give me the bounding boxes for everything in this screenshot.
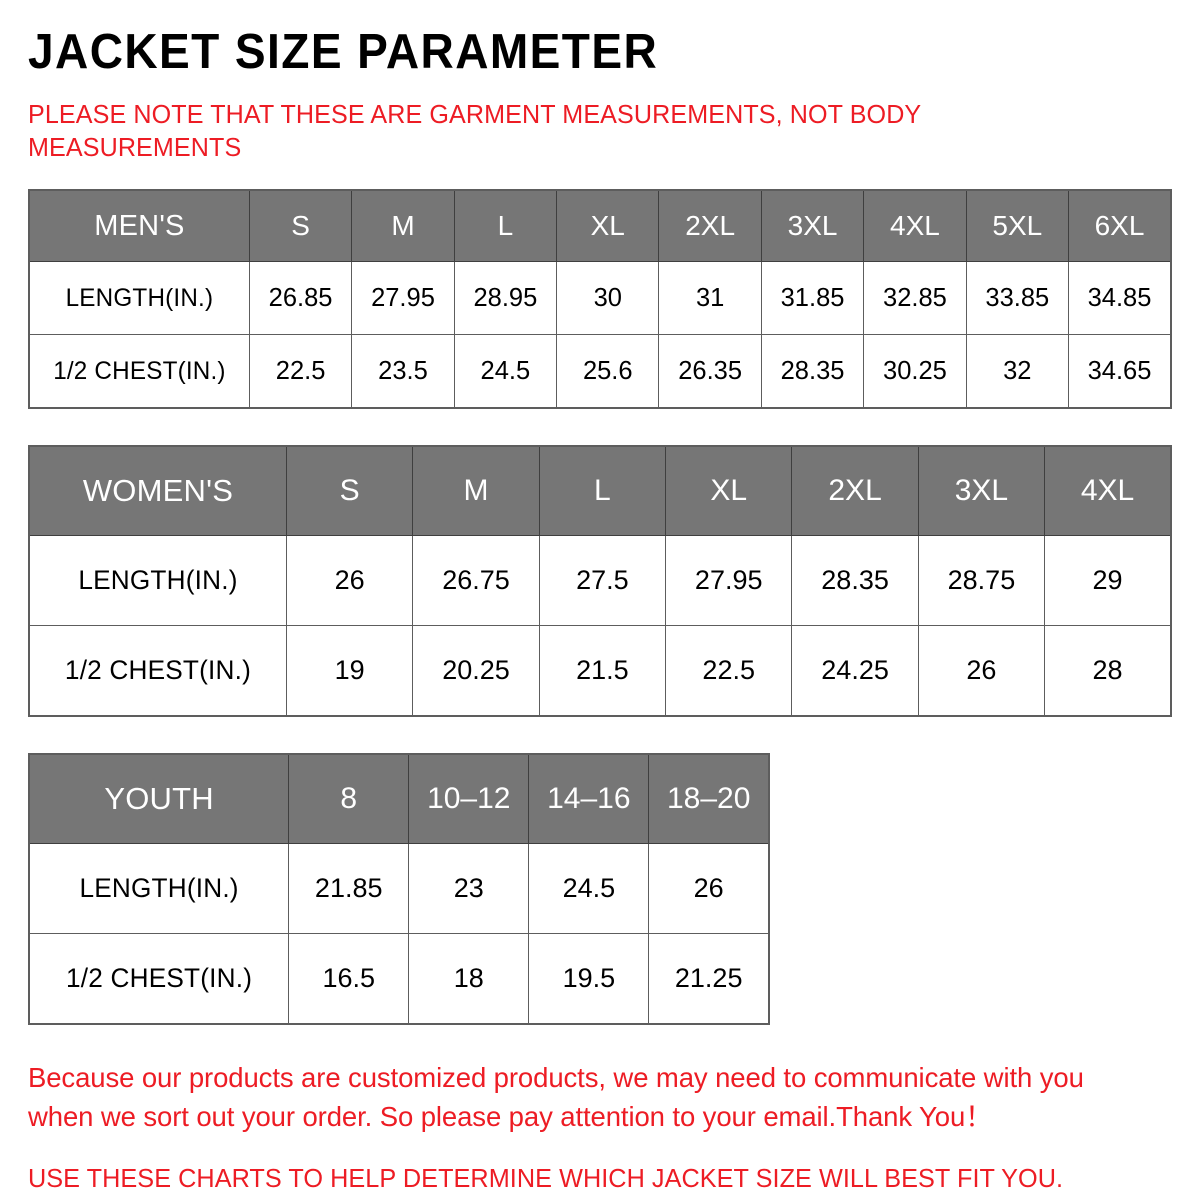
- womens-measure-value: 26: [917, 625, 1046, 717]
- womens-measure-value: 29: [1044, 535, 1172, 627]
- youth-measure-value: 19.5: [528, 933, 650, 1025]
- womens-measure-value: 22.5: [665, 625, 793, 717]
- garment-measurement-note: PLEASE NOTE THAT THESE ARE GARMENT MEASU…: [28, 101, 921, 162]
- womens-size-table: WOMEN'S S M L XL 2XL 3XL 4XL LENGTH(IN.) 26 26.75…: [28, 445, 1172, 718]
- youth-table-head: YOUTH 8 10–12 14–16 18–20: [28, 753, 770, 845]
- mens-measure-value: 32.85: [863, 261, 967, 336]
- mens-measure-value: 28.35: [760, 334, 865, 409]
- mens-size-header-4: XL: [556, 189, 660, 263]
- mens-size-header-6: 3XL: [760, 189, 865, 263]
- youth-measure-label-2: 1/2 CHEST(IN.): [32, 933, 286, 1025]
- womens-measure-value: 28: [1044, 625, 1172, 717]
- mens-size-header-8: 5XL: [965, 189, 1070, 263]
- page-title: JACKET SIZE PARAMETER: [28, 25, 659, 79]
- womens-category-label: WOMEN'S: [28, 445, 287, 537]
- mens-measure-value: 30.25: [863, 334, 967, 409]
- youth-size-header-1: 8: [288, 753, 410, 845]
- table-row: 1/2 CHEST(IN.) 19 20.25 21.5 22.5 24.25 26 28: [29, 625, 1172, 717]
- mens-size-header-5: 2XL: [658, 189, 762, 263]
- youth-table-body: LENGTH(IN.) 21.85 23 24.5 26 1/2 CHEST(IN.) 16…: [29, 843, 770, 1025]
- table-row: LENGTH(IN.) 26.85 27.95 28.95 30 31 31.85 32.85…: [29, 261, 1172, 336]
- youth-measure-value: 21.85: [288, 843, 410, 935]
- womens-measure-value: 26: [285, 535, 414, 627]
- youth-size-table: YOUTH 8 10–12 14–16 18–20 LENGTH(IN.) 21.85 23…: [28, 753, 770, 1026]
- womens-measure-value: 19: [285, 625, 414, 717]
- womens-measure-value: 21.5: [538, 625, 667, 717]
- mens-size-header-7: 4XL: [863, 189, 967, 263]
- youth-measure-value: 21.25: [648, 933, 770, 1025]
- mens-table-head: MEN'S S M L XL 2XL 3XL 4XL 5XL 6XL: [28, 189, 1172, 263]
- womens-measure-label-2: 1/2 CHEST(IN.): [32, 625, 284, 717]
- mens-measure-value: 33.85: [965, 261, 1070, 336]
- womens-size-header-6: 3XL: [917, 445, 1046, 537]
- mens-measure-value: 28.95: [453, 261, 558, 336]
- mens-measure-value: 34.85: [1068, 261, 1172, 336]
- youth-measure-value: 18: [408, 933, 530, 1025]
- youth-measure-value: 16.5: [288, 933, 410, 1025]
- table-row: LENGTH(IN.) 21.85 23 24.5 26: [29, 843, 770, 935]
- table-row: 1/2 CHEST(IN.) 16.5 18 19.5 21.25: [29, 933, 770, 1025]
- mens-measure-value: 27.95: [351, 261, 455, 336]
- mens-size-header-1: S: [248, 189, 353, 263]
- youth-size-header-3: 14–16: [528, 753, 650, 845]
- mens-measure-value: 30: [556, 261, 660, 336]
- womens-size-header-3: L: [538, 445, 667, 537]
- customization-notice: Because our products are customized prod…: [28, 1062, 1084, 1133]
- womens-size-header-1: S: [285, 445, 414, 537]
- youth-measure-value: 23: [408, 843, 530, 935]
- womens-size-header-7: 4XL: [1044, 445, 1172, 537]
- youth-size-header-2: 10–12: [408, 753, 530, 845]
- mens-measure-value: 32: [965, 334, 1070, 409]
- mens-measure-label-2: 1/2 CHEST(IN.): [31, 334, 247, 409]
- womens-size-header-5: 2XL: [791, 445, 919, 537]
- womens-measure-value: 26.75: [412, 535, 540, 627]
- womens-table-head: WOMEN'S S M L XL 2XL 3XL 4XL: [28, 445, 1172, 537]
- mens-table-body: LENGTH(IN.) 26.85 27.95 28.95 30 31 31.85 32.85…: [29, 261, 1172, 409]
- womens-measure-value: 28.75: [917, 535, 1046, 627]
- mens-size-header-9: 6XL: [1068, 189, 1172, 263]
- mens-size-header-3: L: [453, 189, 558, 263]
- mens-size-table: MEN'S S M L XL 2XL 3XL 4XL 5XL 6XL LENGTH(IN.) 26.…: [28, 189, 1172, 410]
- womens-measure-value: 27.5: [538, 535, 667, 627]
- mens-measure-value: 34.65: [1068, 334, 1172, 409]
- mens-measure-value: 31.85: [760, 261, 865, 336]
- youth-size-header-4: 18–20: [648, 753, 770, 845]
- mens-measure-value: 24.5: [453, 334, 558, 409]
- womens-header-row: WOMEN'S S M L XL 2XL 3XL 4XL: [28, 445, 1172, 537]
- womens-table-body: LENGTH(IN.) 26 26.75 27.5 27.95 28.35 28.75 29 1…: [29, 535, 1172, 717]
- mens-measure-value: 26.85: [248, 261, 353, 336]
- womens-measure-label-1: LENGTH(IN.): [32, 535, 284, 627]
- mens-measure-value: 31: [658, 261, 762, 336]
- youth-category-label: YOUTH: [28, 753, 290, 845]
- mens-size-header-2: M: [351, 189, 455, 263]
- youth-measure-label-1: LENGTH(IN.): [32, 843, 286, 935]
- chart-usage-notice: USE THESE CHARTS TO HELP DETERMINE WHICH…: [28, 1165, 1064, 1194]
- youth-header-row: YOUTH 8 10–12 14–16 18–20: [28, 753, 770, 845]
- womens-size-header-4: XL: [665, 445, 793, 537]
- youth-measure-value: 26: [648, 843, 770, 935]
- table-row: 1/2 CHEST(IN.) 22.5 23.5 24.5 25.6 26.35 28.35…: [29, 334, 1172, 409]
- mens-measure-value: 23.5: [351, 334, 455, 409]
- womens-measure-value: 27.95: [665, 535, 793, 627]
- mens-measure-value: 26.35: [658, 334, 762, 409]
- mens-measure-value: 22.5: [248, 334, 353, 409]
- womens-measure-value: 24.25: [791, 625, 919, 717]
- mens-category-label: MEN'S: [28, 189, 250, 263]
- mens-header-row: MEN'S S M L XL 2XL 3XL 4XL 5XL 6XL: [28, 189, 1172, 263]
- womens-size-header-2: M: [412, 445, 540, 537]
- youth-measure-value: 24.5: [528, 843, 650, 935]
- mens-measure-value: 25.6: [556, 334, 660, 409]
- womens-measure-value: 20.25: [412, 625, 540, 717]
- womens-measure-value: 28.35: [791, 535, 919, 627]
- mens-measure-label-1: LENGTH(IN.): [31, 261, 247, 336]
- table-row: LENGTH(IN.) 26 26.75 27.5 27.95 28.35 28.75 29: [29, 535, 1172, 627]
